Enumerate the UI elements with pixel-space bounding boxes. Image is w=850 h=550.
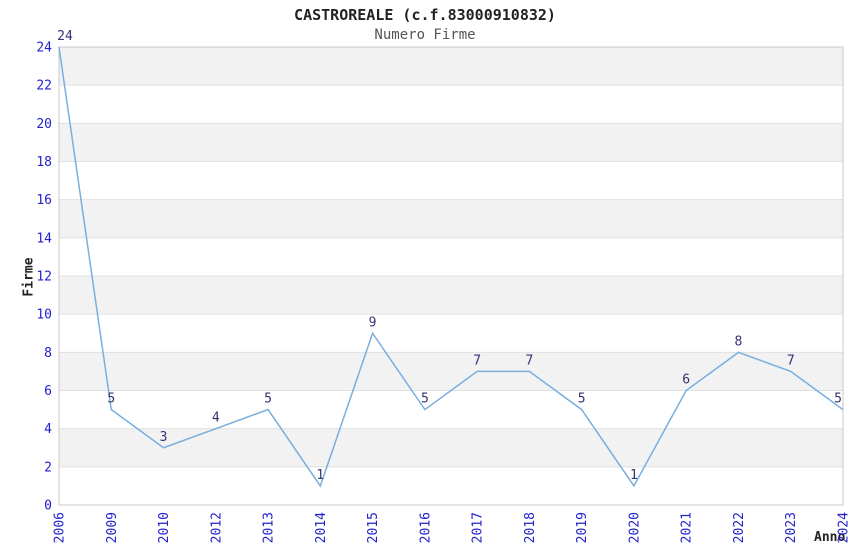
y-tick-label: 16 bbox=[36, 193, 52, 208]
x-tick-label: 2010 bbox=[157, 512, 172, 543]
data-point-label: 8 bbox=[735, 334, 743, 349]
y-tick-label: 2 bbox=[44, 460, 52, 475]
x-tick-label: 2012 bbox=[209, 512, 224, 543]
data-point-label: 7 bbox=[787, 353, 795, 368]
x-axis-title: Anno bbox=[814, 530, 846, 545]
y-tick-label: 22 bbox=[36, 79, 52, 94]
x-tick-label: 2015 bbox=[366, 512, 381, 543]
y-tick-label: 10 bbox=[36, 308, 52, 323]
x-tick-label: 2013 bbox=[262, 512, 277, 543]
x-tick-label: 2024 bbox=[837, 512, 850, 543]
x-tick-label: 2021 bbox=[680, 512, 695, 543]
data-point-label: 24 bbox=[57, 29, 73, 44]
data-point-label: 7 bbox=[525, 353, 533, 368]
x-tick-label: 2020 bbox=[627, 512, 642, 543]
grid-band bbox=[59, 428, 843, 467]
data-point-label: 4 bbox=[212, 411, 220, 426]
data-point-label: 1 bbox=[630, 468, 638, 483]
x-tick-label: 2016 bbox=[418, 512, 433, 543]
y-tick-label: 0 bbox=[44, 499, 52, 514]
data-point-label: 7 bbox=[473, 353, 481, 368]
data-point-label: 5 bbox=[264, 392, 272, 407]
plot-border bbox=[58, 46, 844, 506]
x-tick-label: 2009 bbox=[105, 512, 120, 543]
grid-band bbox=[59, 123, 843, 162]
y-tick-label: 4 bbox=[44, 422, 52, 437]
x-tick-label: 2017 bbox=[471, 512, 486, 543]
x-tick-label: 2022 bbox=[732, 512, 747, 543]
grid-band bbox=[59, 47, 843, 86]
data-point-label: 6 bbox=[682, 373, 690, 388]
y-tick-label: 24 bbox=[36, 41, 52, 56]
grid-band bbox=[59, 199, 843, 238]
x-tick-label: 2018 bbox=[523, 512, 538, 543]
data-point-label: 5 bbox=[578, 392, 586, 407]
data-point-label: 3 bbox=[160, 430, 168, 445]
x-tick-label: 2014 bbox=[314, 512, 329, 543]
y-tick-label: 8 bbox=[44, 346, 52, 361]
grid-band bbox=[59, 352, 843, 391]
chart-title: CASTROREALE (c.f.83000910832) bbox=[294, 6, 556, 24]
y-tick-label: 6 bbox=[44, 384, 52, 399]
data-line bbox=[58, 46, 844, 488]
x-tick-label: 2019 bbox=[575, 512, 590, 543]
data-point-label: 5 bbox=[834, 392, 842, 407]
y-tick-label: 20 bbox=[36, 117, 52, 132]
data-point-label: 5 bbox=[107, 392, 115, 407]
x-tick-label: 2006 bbox=[53, 512, 68, 543]
data-point-label: 1 bbox=[316, 468, 324, 483]
y-tick-label: 12 bbox=[36, 270, 52, 285]
x-tick-label: 2023 bbox=[784, 512, 799, 543]
chart-subtitle: Numero Firme bbox=[374, 27, 476, 43]
data-point-label: 5 bbox=[421, 392, 429, 407]
data-point-label: 9 bbox=[369, 315, 377, 330]
grid-band bbox=[59, 276, 843, 315]
y-tick-label: 18 bbox=[36, 155, 52, 170]
y-tick-label: 14 bbox=[36, 231, 52, 246]
